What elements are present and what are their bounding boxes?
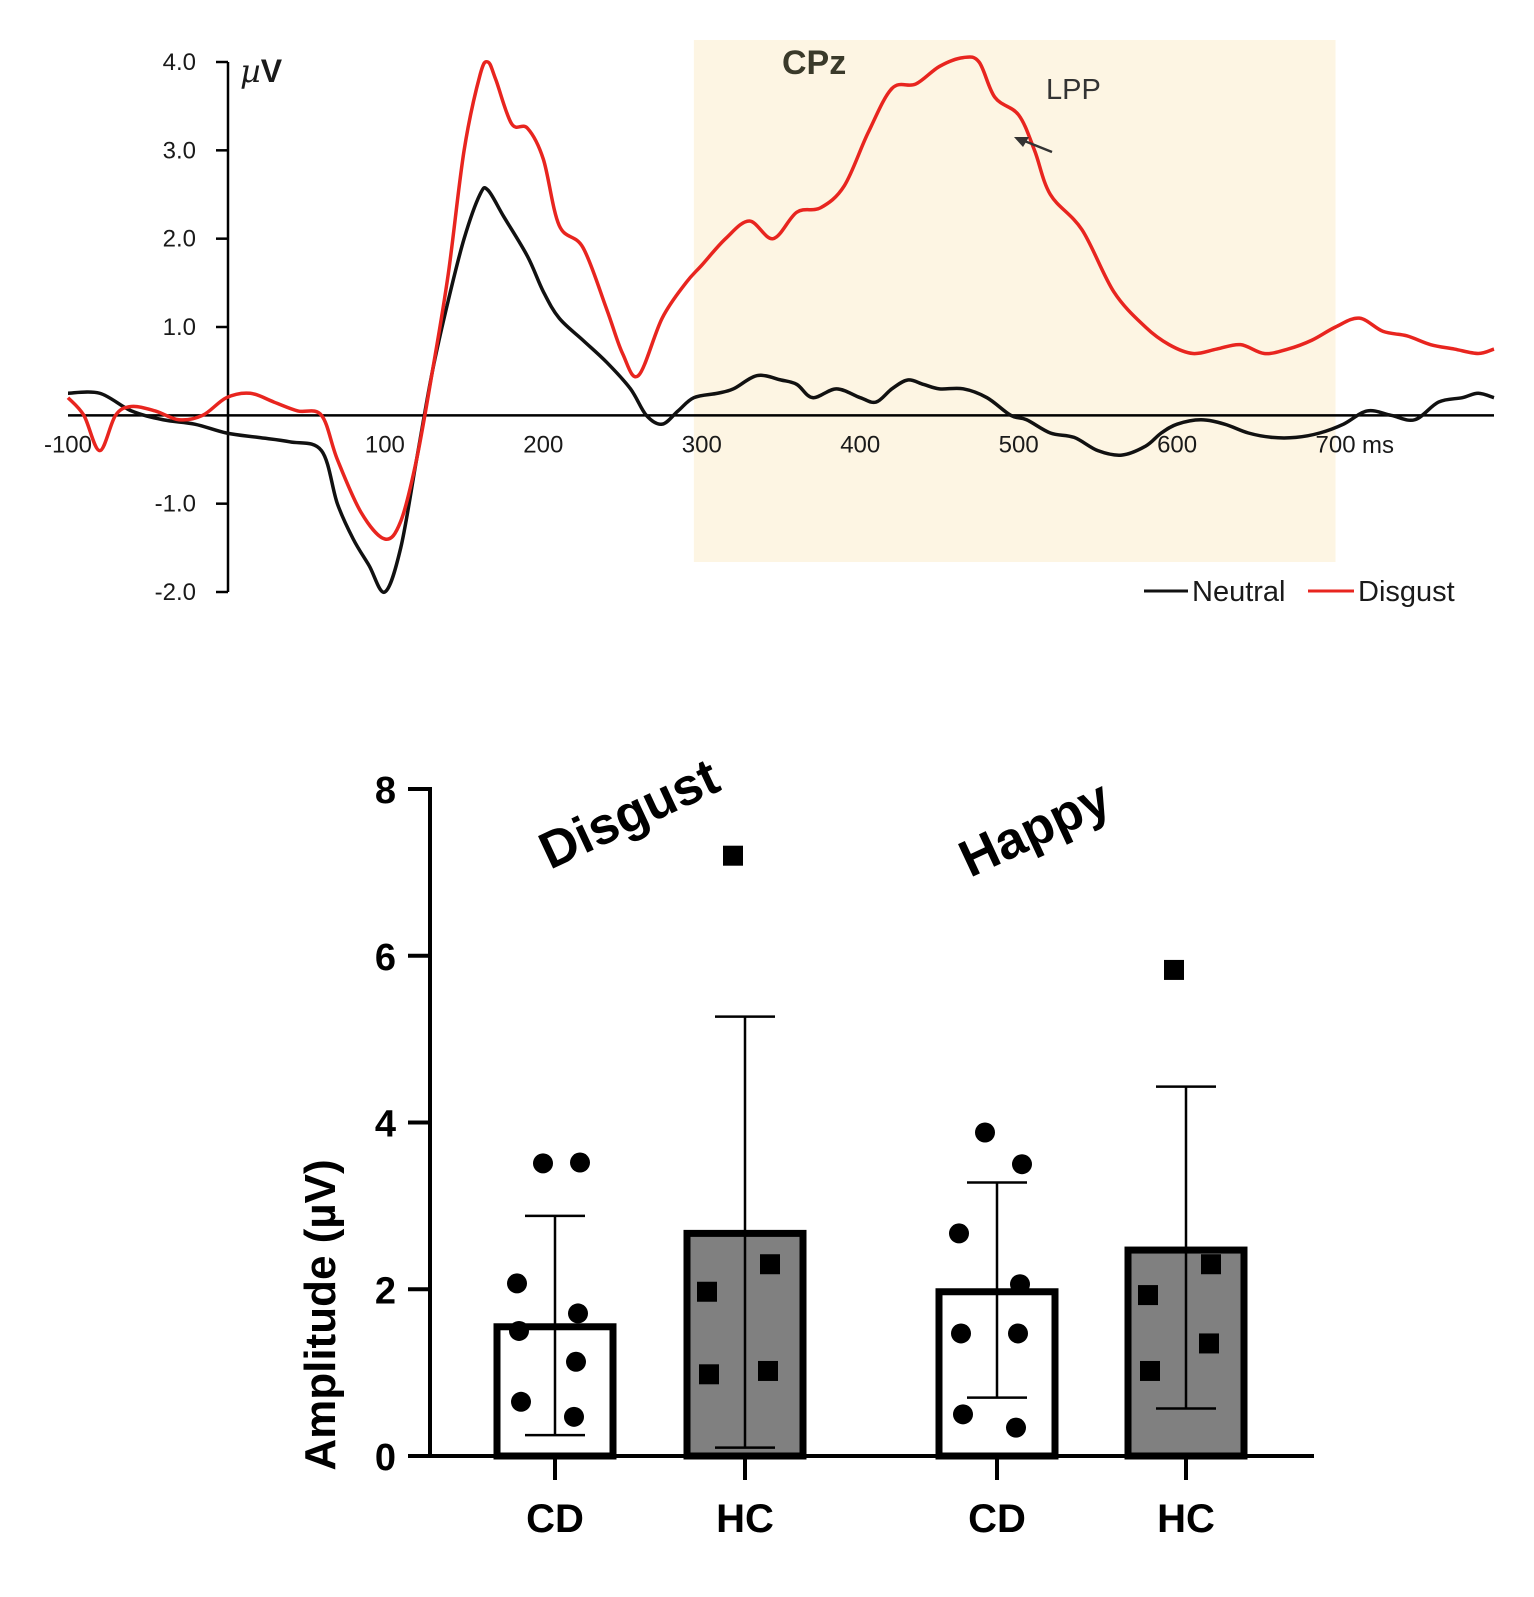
waveform-series xyxy=(66,55,1495,594)
x-tick-label: 600 xyxy=(1157,431,1197,458)
data-point-circle xyxy=(1012,1154,1032,1175)
y-tick-label: 2 xyxy=(375,1270,396,1312)
y-axis-unit-label: µV xyxy=(240,52,283,90)
x-tick-label: -100 xyxy=(44,431,92,458)
legend-label-neutral: Neutral xyxy=(1192,576,1286,608)
data-point-circle xyxy=(511,1391,531,1412)
y-tick-label: 6 xyxy=(375,937,396,979)
x-axis-unit-label: ms xyxy=(1362,432,1394,459)
data-point-circle xyxy=(953,1404,973,1425)
x-category-label: CD xyxy=(968,1497,1026,1541)
x-tick-label: 300 xyxy=(682,431,722,458)
data-point-circle xyxy=(507,1273,527,1294)
erp-waveform-chart: -100 100 200 300 400 500 600 700 4.0 3.0 2.0 1.0 -1… xyxy=(44,40,1495,608)
data-point-circle xyxy=(1010,1274,1030,1295)
data-point-square xyxy=(699,1364,719,1385)
series-line-neutral xyxy=(67,186,1495,594)
data-point-square xyxy=(758,1360,778,1381)
y-tick-label: 0 xyxy=(375,1437,396,1479)
data-point-circle xyxy=(564,1406,584,1427)
x-tick-label: 400 xyxy=(840,431,880,458)
lpp-time-window-shading xyxy=(693,40,1336,562)
data-point-square xyxy=(697,1281,717,1302)
y-axis-label: Amplitude (µV) xyxy=(296,1159,345,1470)
y-tick-label: -1.0 xyxy=(155,491,196,518)
group-label-happy: Happy xyxy=(951,769,1120,889)
legend: Neutral Disgust xyxy=(1144,576,1455,608)
data-point-circle xyxy=(949,1223,969,1244)
x-tick-label: 500 xyxy=(999,431,1039,458)
individual-data-points xyxy=(507,845,1221,1438)
data-point-square xyxy=(760,1254,780,1275)
lpp-arrow xyxy=(1014,137,1053,154)
data-point-circle xyxy=(1008,1323,1028,1344)
y-axis: 4.0 3.0 2.0 1.0 -1.0 -2.0 xyxy=(155,49,230,606)
x-category-label: HC xyxy=(1157,1497,1215,1541)
data-point-square xyxy=(1138,1285,1158,1306)
y-axis: 0 2 4 6 8 xyxy=(375,770,432,1479)
data-point-square xyxy=(1140,1360,1160,1381)
data-point-circle xyxy=(568,1303,588,1324)
error-bars xyxy=(525,1015,1216,1449)
data-point-square xyxy=(1201,1254,1221,1275)
group-label-disgust: Disgust xyxy=(531,748,728,881)
y-tick-label: 2.0 xyxy=(163,226,196,253)
x-tick-label: 700 xyxy=(1316,431,1356,458)
y-tick-label: 4 xyxy=(375,1104,396,1146)
x-category-label: CD xyxy=(526,1497,584,1541)
bars xyxy=(493,1229,1248,1460)
y-tick-label: 8 xyxy=(375,770,396,812)
data-point-circle xyxy=(570,1152,590,1173)
x-axis-tick-labels: -100 100 200 300 400 500 600 700 xyxy=(44,431,1356,458)
data-point-circle xyxy=(509,1320,529,1341)
x-tick-label: 100 xyxy=(365,431,405,458)
y-tick-label: 1.0 xyxy=(163,314,196,341)
data-point-square xyxy=(723,845,743,866)
data-point-square xyxy=(1164,959,1184,980)
lpp-annotation: LPP xyxy=(1046,74,1101,106)
data-point-circle xyxy=(566,1351,586,1372)
series-line-disgust xyxy=(66,55,1495,541)
x-category-label: HC xyxy=(716,1497,774,1541)
data-point-circle xyxy=(975,1122,995,1143)
y-tick-label: 3.0 xyxy=(163,137,196,164)
legend-label-disgust: Disgust xyxy=(1358,576,1455,608)
data-point-circle xyxy=(533,1153,553,1174)
x-axis-category-labels: CD HC CD HC xyxy=(526,1456,1215,1541)
data-point-circle xyxy=(951,1323,971,1344)
x-tick-label: 200 xyxy=(523,431,563,458)
chart-title: CPz xyxy=(782,44,846,82)
data-point-circle xyxy=(1006,1417,1026,1438)
y-tick-label: 4.0 xyxy=(163,49,196,76)
data-point-square xyxy=(1199,1333,1219,1354)
y-tick-label: -2.0 xyxy=(155,579,196,606)
